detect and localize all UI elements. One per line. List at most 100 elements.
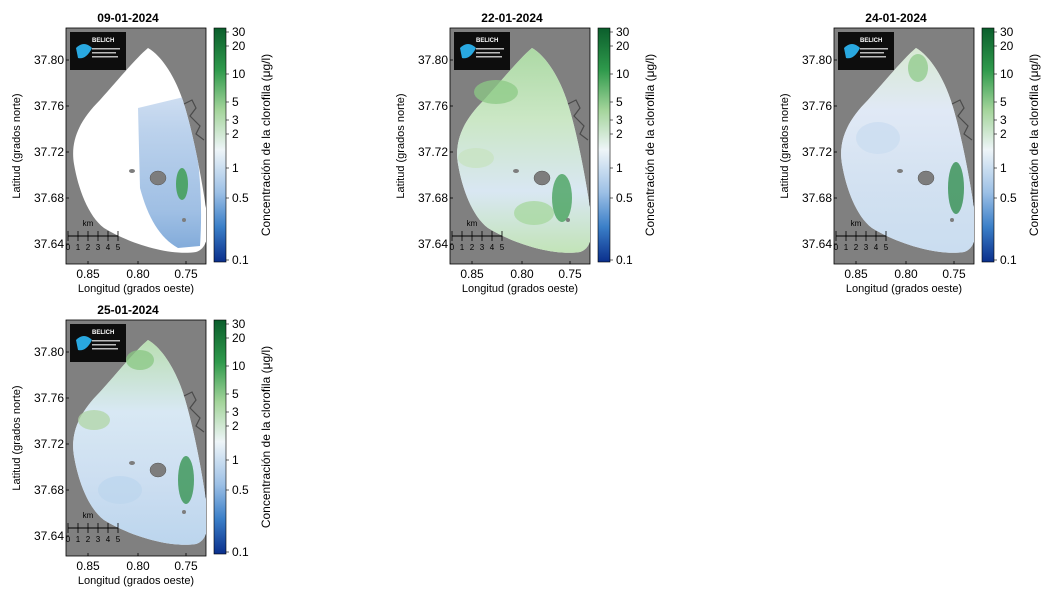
y-axis-label: Latitud (grados norte) — [779, 93, 791, 198]
scale-tick: 0 — [834, 243, 839, 252]
y-tick-label: 37.72 — [34, 145, 64, 159]
colorbar — [213, 27, 227, 263]
colorbar-tick-label: 2 — [232, 419, 239, 433]
y-tick-label: 37.72 — [418, 145, 448, 159]
colorbar-tick-label: 0.5 — [232, 191, 249, 205]
water-group — [73, 340, 206, 545]
scale-tick: 3 — [96, 243, 101, 252]
colorbar-tick-label: 20 — [1000, 39, 1014, 53]
colorbar-tick-label: 1 — [232, 161, 239, 175]
x-tick-label: 0.80 — [126, 559, 150, 573]
y-tick-label: 37.72 — [802, 145, 832, 159]
belich-logo: BELICH — [838, 32, 894, 70]
x-tick-label: 0.85 — [460, 267, 484, 281]
scale-tick: 2 — [86, 243, 91, 252]
belich-logo: BELICH — [70, 32, 126, 70]
chlorophyll-field — [841, 48, 974, 253]
chlorophyll-patch — [178, 456, 194, 504]
y-tick-label: 37.72 — [34, 437, 64, 451]
y-tick-label: 37.64 — [34, 529, 64, 543]
x-axis-label: Longitud (grados oeste) — [846, 283, 962, 295]
scale-tick: 5 — [500, 243, 505, 252]
chlorophyll-patch — [856, 122, 900, 154]
belich-logo: BELICH — [70, 324, 126, 362]
x-axis-label: Longitud (grados oeste) — [78, 283, 194, 295]
map-title: 24-01-2024 — [865, 11, 927, 25]
colorbar-tick-label: 0.5 — [1000, 191, 1017, 205]
colorbar-tick-label: 3 — [232, 405, 239, 419]
chlorophyll-patch — [458, 148, 494, 168]
chlorophyll-patch — [474, 80, 518, 104]
logo-wave-icon — [76, 44, 92, 59]
scale-unit: km — [83, 511, 94, 520]
colorbar-label: Concentración de la clorofila (μg/l) — [643, 54, 657, 236]
y-tick-label: 37.80 — [418, 53, 448, 67]
islet-icon — [129, 169, 135, 173]
y-tick-label: 37.80 — [802, 53, 832, 67]
scale-tick: 5 — [116, 243, 121, 252]
scale-tick: 3 — [864, 243, 869, 252]
scale-tick: 0 — [66, 243, 71, 252]
colorbar-tick-label: 2 — [232, 127, 239, 141]
y-tick-label: 37.64 — [418, 237, 448, 251]
colorbar-tick-label: 0.1 — [1000, 253, 1017, 267]
logo-text: BELICH — [92, 330, 114, 336]
logo-wave-icon — [844, 44, 860, 59]
x-tick-label: 0.75 — [942, 267, 966, 281]
scale-unit: km — [467, 219, 478, 228]
island-icon — [149, 170, 167, 186]
island-icon — [533, 170, 551, 186]
islet-icon — [566, 218, 570, 222]
map-title: 22-01-2024 — [481, 11, 543, 25]
scale-tick: 1 — [76, 535, 81, 544]
scale-tick: 0 — [66, 535, 71, 544]
scale-tick: 4 — [106, 243, 111, 252]
y-tick-label: 37.68 — [34, 483, 64, 497]
scale-bar: km 0 1 2 3 4 5 — [66, 511, 121, 544]
island-icon — [149, 462, 167, 478]
coastline — [567, 99, 589, 141]
scale-tick: 2 — [86, 535, 91, 544]
islet-icon — [182, 510, 186, 514]
scale-tick: 5 — [884, 243, 889, 252]
colorbar-tick-label: 0.1 — [232, 253, 249, 267]
x-tick-label: 0.85 — [76, 559, 100, 573]
scale-unit: km — [83, 219, 94, 228]
islet-icon — [950, 218, 954, 222]
y-axis-label: Latitud (grados norte) — [11, 93, 23, 198]
colorbar-tick-label: 30 — [232, 317, 246, 331]
colorbar — [597, 27, 611, 263]
x-tick-label: 0.85 — [844, 267, 868, 281]
colorbar-tick-label: 3 — [232, 113, 239, 127]
y-tick-label: 37.80 — [34, 345, 64, 359]
scale-tick: 4 — [874, 243, 879, 252]
colorbar-tick-label: 1 — [1000, 161, 1007, 175]
colorbar-tick-label: 10 — [1000, 67, 1014, 81]
colorbar-tick-label: 30 — [1000, 25, 1014, 39]
belich-logo: BELICH — [454, 32, 510, 70]
chlorophyll-patch — [948, 162, 964, 214]
colorbar-tick-label: 3 — [616, 113, 623, 127]
x-tick-label: 0.85 — [76, 267, 100, 281]
colorbar — [981, 27, 995, 263]
colorbar-tick-label: 3 — [1000, 113, 1007, 127]
map-panel-24-01-2024: 24-01-2024 BELICH km 0 1 2 3 4 5 37.80 37.76 37.72 3… — [768, 8, 1041, 298]
scale-bar: km 0 1 2 3 4 5 — [66, 219, 121, 252]
scale-tick: 1 — [844, 243, 849, 252]
map-panel-09-01-2024: 09-01-2024 BELICH km 0 1 2 3 4 5 37.80 37.76 37.72 3… — [0, 8, 300, 298]
colorbar-tick-label: 30 — [616, 25, 630, 39]
chlorophyll-patch — [126, 350, 154, 370]
colorbar-tick-label: 5 — [232, 387, 239, 401]
colorbar-tick-label: 5 — [1000, 95, 1007, 109]
colorbar-tick-label: 10 — [232, 359, 246, 373]
colorbar-tick-label: 0.1 — [232, 545, 249, 559]
colorbar-tick-label: 5 — [232, 95, 239, 109]
y-tick-label: 37.64 — [34, 237, 64, 251]
y-tick-label: 37.80 — [34, 53, 64, 67]
y-axis-label: Latitud (grados norte) — [11, 385, 23, 490]
coastline — [183, 391, 205, 433]
map-panel-22-01-2024: 22-01-2024 BELICH km 0 1 2 3 4 5 37.80 37.76 37.72 3… — [384, 8, 684, 298]
